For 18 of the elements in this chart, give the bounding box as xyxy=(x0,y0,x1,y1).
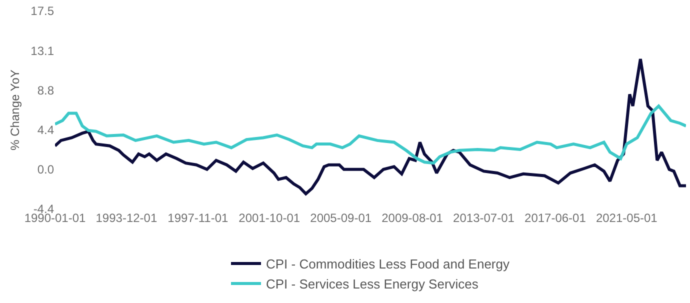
y-tick-label: 4.4 xyxy=(37,123,54,137)
x-tick-label: 1997-11-01 xyxy=(168,211,228,225)
y-tick-label: 8.8 xyxy=(37,83,54,98)
line-series xyxy=(55,57,686,196)
x-tick-label: 2005-09-01 xyxy=(310,211,372,225)
x-tick-label: 2009-08-01 xyxy=(382,211,444,225)
x-tick-label: 2001-10-01 xyxy=(238,211,300,225)
legend-label: CPI - Commodities Less Food and Energy xyxy=(266,256,510,272)
y-tick-label: 13.1 xyxy=(30,44,54,58)
y-tick-label: 0.0 xyxy=(37,162,54,177)
y-tick-label: 17.5 xyxy=(30,4,54,18)
y-axis-title: % Change YoY xyxy=(8,70,22,150)
x-tick-label: 1993-12-01 xyxy=(96,211,158,225)
legend-label: CPI - Services Less Energy Services xyxy=(266,276,479,292)
line-series xyxy=(55,104,686,165)
x-tick-label: 2017-06-01 xyxy=(524,211,586,225)
x-tick-label: 2013-07-01 xyxy=(453,211,515,225)
x-tick-label: 2021-05-01 xyxy=(596,211,658,225)
